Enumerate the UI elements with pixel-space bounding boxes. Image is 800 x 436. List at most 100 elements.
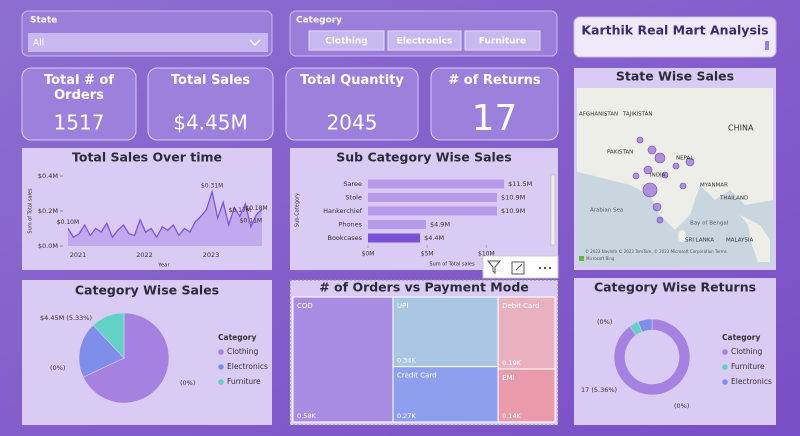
annotation: $4.45M (5.33%) <box>40 314 92 322</box>
tile <box>292 296 394 423</box>
y-tick-label: $0.4M <box>38 172 58 180</box>
data-label: $10.9M <box>501 194 525 202</box>
slicer-button[interactable] <box>464 30 541 51</box>
more-icon[interactable] <box>538 266 552 270</box>
map-label: PAKISTAN <box>607 150 633 156</box>
data-label: 0.34K <box>397 357 416 365</box>
map-label: AFGHANISTAN <box>579 112 618 118</box>
scroll <box>765 41 769 50</box>
map-attribution: © 2023 NavInfo © 2023 TomTom, © 2023 Mic… <box>585 249 727 254</box>
bar <box>368 206 497 216</box>
legend-title: Category <box>218 333 256 342</box>
line <box>67 189 263 239</box>
legend-label: Furniture <box>731 362 765 371</box>
map-land <box>577 88 773 230</box>
map-label: INDIA <box>650 173 666 179</box>
y-tick-label: Saree <box>343 180 362 188</box>
kpi-label: # of Returns <box>448 73 541 88</box>
slice <box>92 312 125 359</box>
kpi-label: Total # of Orders <box>43 73 115 103</box>
slice <box>637 318 653 333</box>
x-tick-label: 2023 <box>203 251 220 259</box>
slice <box>82 312 170 404</box>
x-tick-label: $5M <box>421 251 434 258</box>
annotation: (0%) <box>180 379 195 387</box>
map-title: State Wise Sales <box>616 69 734 84</box>
x-axis-label: Sum of Total sales <box>429 262 475 268</box>
bar <box>368 193 497 202</box>
bar <box>368 179 505 189</box>
y-tick-label: Bookcases <box>327 234 362 242</box>
x-tick-label: 2022 <box>136 251 153 259</box>
data-label: $11.5M <box>508 180 532 188</box>
kpi-label: Total Sales <box>170 73 251 88</box>
slicer-option: Clothing <box>325 37 368 47</box>
kpi-card <box>147 67 274 141</box>
tile <box>392 366 499 423</box>
map-label: NEPAL <box>676 156 694 162</box>
y-axis-label: Sum of Total sales <box>28 188 34 234</box>
kpi-label-box: Total # of Orders <box>43 73 115 103</box>
legend-swatch <box>722 364 728 370</box>
tile-label: Debit Card <box>502 302 539 310</box>
chart-title: Category Wise Returns <box>594 280 756 295</box>
map-label: CHINA <box>728 124 754 133</box>
title-box <box>573 16 777 58</box>
slicer-label: State <box>30 16 57 26</box>
data-label: $0.10M <box>57 219 79 226</box>
slicer-button[interactable] <box>387 30 462 51</box>
kpi-value: 1517 <box>54 111 105 135</box>
bar <box>368 233 421 243</box>
slice <box>78 324 125 378</box>
tile-label: EMI <box>502 374 515 382</box>
data-label: $4.4M <box>424 234 444 242</box>
x-tick-label: $0M <box>362 251 375 258</box>
slicer-label: Category <box>296 16 342 26</box>
kpi-label-box: Total Quantity <box>300 73 404 88</box>
map-label: TAJIKISTAN <box>622 112 652 118</box>
legend-label: Clothing <box>731 347 762 356</box>
legend-label: Electronics <box>227 362 268 371</box>
kpi-value: $4.45M <box>173 111 248 135</box>
annotation: 17 (5.36%) <box>581 386 617 394</box>
data-label: 0.27K <box>397 412 416 420</box>
legend-swatch <box>218 364 224 370</box>
visual-toolbar <box>482 255 559 279</box>
slicer-option: Electronics <box>397 37 453 47</box>
dropdown[interactable] <box>28 33 268 52</box>
tile <box>497 368 556 423</box>
kpi-value: 17 <box>472 98 518 139</box>
tile-label: Credit Card <box>397 372 437 380</box>
slicer-option: Furniture <box>479 37 526 47</box>
tile-label: UPI <box>397 302 408 310</box>
data-label: 0.14K <box>502 412 521 420</box>
y-tick-label: $0.0M <box>38 242 58 250</box>
kpi-card <box>430 67 559 141</box>
map-land <box>740 215 770 262</box>
map-label: THAILAND <box>719 196 748 202</box>
y-tick-label: Hankerchief <box>323 207 363 215</box>
tile-label: COD <box>297 302 313 310</box>
panel <box>22 148 272 270</box>
x-axis-label: Year <box>157 263 170 269</box>
slicer-button[interactable] <box>308 30 385 51</box>
data-label: $0.18M <box>245 205 267 212</box>
data-label: $0.11M <box>240 217 262 224</box>
bar <box>368 220 426 229</box>
kpi-card <box>285 67 419 141</box>
map-label: MALAYSIA <box>726 238 754 244</box>
data-label: $0.17M <box>229 207 251 214</box>
legend-swatch <box>218 379 224 385</box>
map-label: MYANMAR <box>700 183 728 189</box>
x-tick-label: 2021 <box>70 251 87 259</box>
y-tick-label: Phones <box>338 221 362 229</box>
bing-logo <box>579 256 584 261</box>
dropdown-arrow <box>249 39 261 47</box>
data-label: 0.19K <box>502 359 521 367</box>
data-label: $10.9M <box>501 207 525 215</box>
filter-icon[interactable] <box>486 260 502 275</box>
tile <box>497 296 556 370</box>
focus-icon[interactable] <box>511 261 525 275</box>
